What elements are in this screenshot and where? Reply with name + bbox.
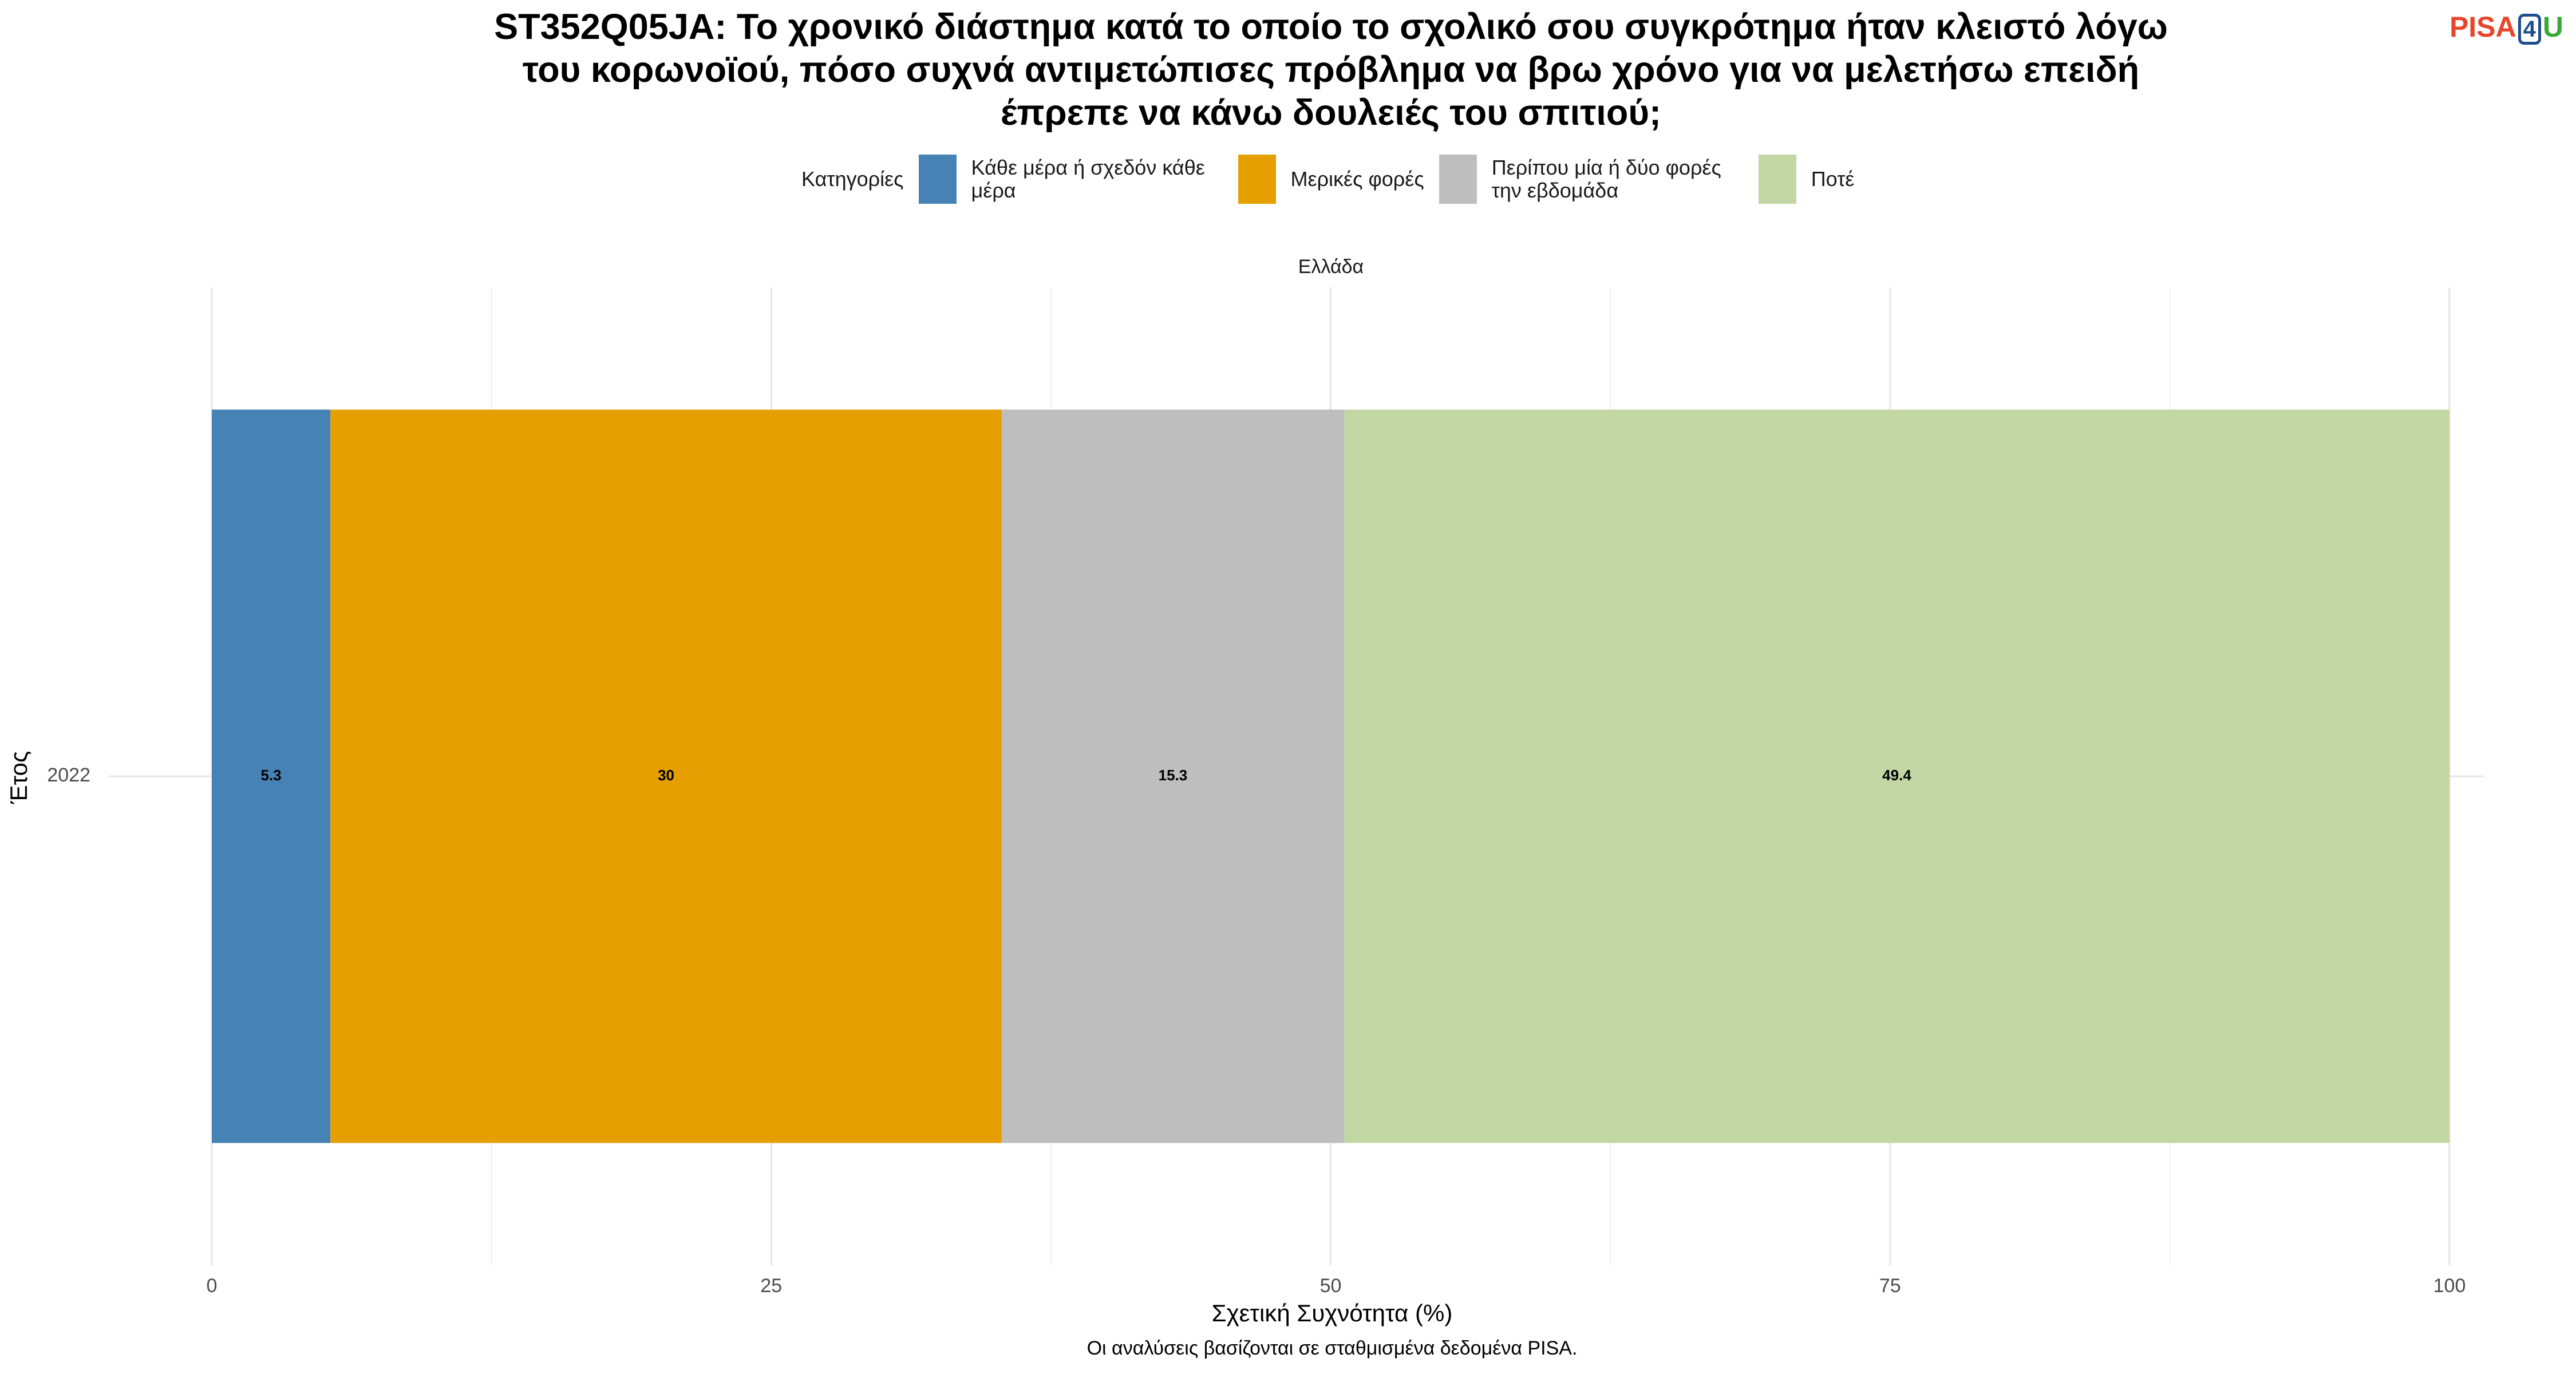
bar-segment bbox=[1344, 409, 2449, 1143]
y-axis-title: Έτος bbox=[5, 751, 32, 805]
legend: Κατηγορίες Κάθε μέρα ή σχεδόν κάθε μέρα Μ… bbox=[801, 155, 1854, 204]
data-label: 15.3 bbox=[1159, 767, 1188, 784]
y-tick-label: 2022 bbox=[47, 764, 90, 786]
logo-text: U bbox=[2542, 11, 2563, 43]
x-tick-label: 100 bbox=[2433, 1275, 2466, 1297]
bar-segment bbox=[1001, 409, 1344, 1143]
x-tick-label: 25 bbox=[760, 1275, 782, 1297]
legend-label: Περίπου μία ή δύο φορές την εβδομάδα bbox=[1491, 156, 1721, 202]
legend-label: Ποτέ bbox=[1811, 167, 1855, 191]
x-tick-label: 75 bbox=[1879, 1275, 1901, 1297]
legend-title: Κατηγορίες bbox=[801, 167, 904, 191]
legend-key bbox=[1758, 155, 1796, 204]
x-tick-label: 0 bbox=[207, 1275, 218, 1297]
logo-text: 4 bbox=[2518, 14, 2541, 45]
x-tick-label: 50 bbox=[1320, 1275, 1342, 1297]
caption: Οι αναλύσεις βασίζονται σε σταθμισμένα δ… bbox=[1087, 1337, 1578, 1359]
legend-key bbox=[1439, 155, 1477, 204]
legend-key bbox=[1238, 155, 1276, 204]
legend-label: Κάθε μέρα ή σχεδόν κάθε μέρα bbox=[971, 156, 1205, 202]
bar-segment bbox=[330, 409, 1002, 1143]
legend-key bbox=[918, 155, 957, 204]
chart-title: ST352Q05JA: Το χρονικό διάστημα κατά το … bbox=[494, 7, 2168, 133]
data-label: 30 bbox=[658, 767, 674, 784]
x-axis-title: Σχετική Συχνότητα (%) bbox=[1212, 1300, 1453, 1326]
data-label: 49.4 bbox=[1882, 767, 1911, 784]
data-label: 5.3 bbox=[261, 767, 282, 784]
logo-text: PISA bbox=[2449, 11, 2516, 43]
logo: PISA 4 U bbox=[2449, 10, 2563, 45]
legend-label: Μερικές φορές bbox=[1290, 167, 1424, 191]
facet-label: Ελλάδα bbox=[1298, 256, 1364, 278]
bar-segment bbox=[212, 409, 331, 1143]
